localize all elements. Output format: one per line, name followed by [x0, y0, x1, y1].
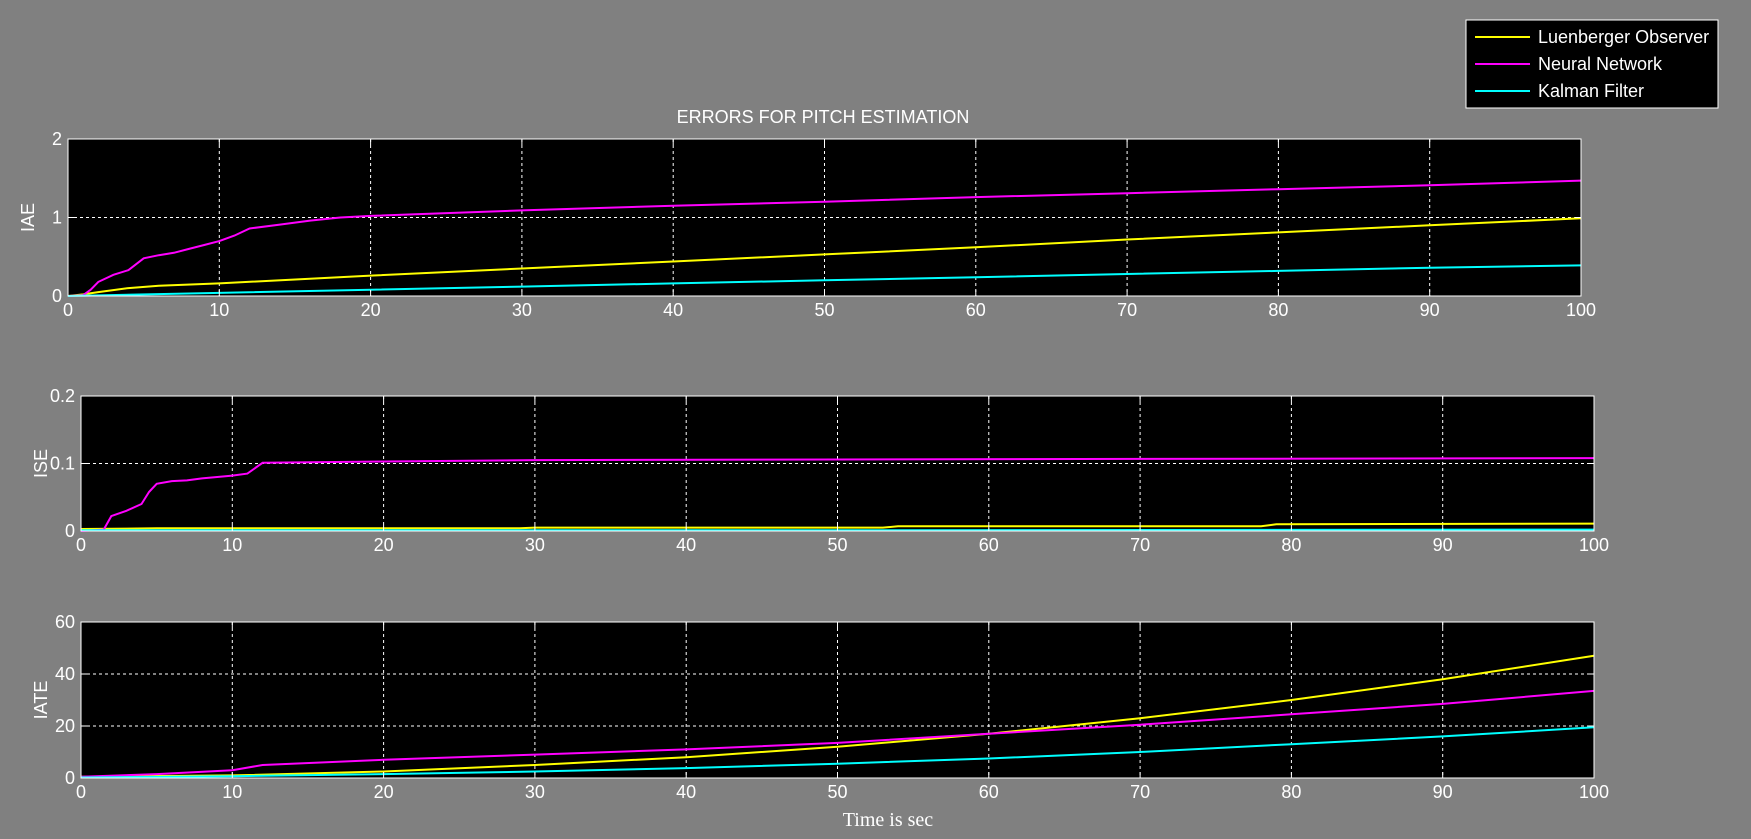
x-tick-label: 50: [827, 782, 847, 802]
x-tick-label: 0: [76, 782, 86, 802]
y-axis-label: IATE: [31, 681, 51, 720]
x-tick-label: 10: [209, 300, 229, 320]
series-line-luenberger-observer: [80, 654, 1595, 778]
x-tick-label: 80: [1281, 535, 1301, 555]
x-tick-label: 100: [1579, 535, 1609, 555]
series-line-neural-network: [80, 457, 1595, 532]
y-axis-label: ISE: [31, 449, 51, 478]
axes-iae: 0 10 20 30 40 50 60 70 80 90 100 0 1 2 IAE: [18, 129, 1596, 320]
series-line-kalman-filter: [80, 726, 1595, 779]
series-line-neural-network: [80, 689, 1595, 778]
y-tick-label: 2: [52, 129, 62, 149]
y-tick-label: 40: [55, 664, 75, 684]
legend-label-luenberger: Luenberger Observer: [1538, 27, 1709, 47]
y-tick-label: 0.1: [50, 454, 75, 474]
x-tick-label: 70: [1117, 300, 1137, 320]
x-tick-label: 0: [76, 535, 86, 555]
y-tick-label: 0: [65, 521, 75, 541]
axes-ise: 0 10 20 30 40 50 60 70 80 90 100 0 0.1 0.2 ISE: [31, 386, 1609, 555]
x-tick-label: 40: [676, 782, 696, 802]
x-tick-label: 90: [1433, 535, 1453, 555]
series-line-kalman-filter: [67, 264, 1582, 297]
y-tick-label: 0: [52, 286, 62, 306]
x-axis-label: Time is sec: [843, 809, 934, 831]
x-tick-label: 50: [827, 535, 847, 555]
x-tick-label: 80: [1268, 300, 1288, 320]
x-tick-label: 40: [676, 535, 696, 555]
x-tick-label: 10: [222, 782, 242, 802]
legend-label-neural: Neural Network: [1538, 54, 1663, 74]
x-tick-label: 60: [966, 300, 986, 320]
y-tick-label: 60: [55, 612, 75, 632]
x-tick-label: 30: [512, 300, 532, 320]
legend: Luenberger Observer Neural Network Kalma…: [1465, 19, 1719, 109]
x-tick-label: 70: [1130, 535, 1150, 555]
x-tick-label: 100: [1579, 782, 1609, 802]
y-tick-label: 0.2: [50, 386, 75, 406]
y-axis-label: IAE: [18, 203, 38, 232]
x-tick-label: 20: [374, 782, 394, 802]
x-tick-label: 100: [1566, 300, 1596, 320]
x-tick-label: 0: [63, 300, 73, 320]
x-tick-label: 40: [663, 300, 683, 320]
x-tick-label: 90: [1433, 782, 1453, 802]
x-tick-label: 90: [1420, 300, 1440, 320]
x-tick-label: 20: [361, 300, 381, 320]
chart-title: ERRORS FOR PITCH ESTIMATION: [677, 107, 970, 127]
x-tick-label: 30: [525, 782, 545, 802]
x-tick-label: 60: [979, 782, 999, 802]
x-tick-label: 20: [374, 535, 394, 555]
x-tick-label: 60: [979, 535, 999, 555]
x-tick-label: 70: [1130, 782, 1150, 802]
series-line-luenberger-observer: [67, 217, 1582, 297]
y-tick-label: 1: [52, 208, 62, 228]
series-line-neural-network: [67, 179, 1582, 297]
x-tick-label: 30: [525, 535, 545, 555]
legend-label-kalman: Kalman Filter: [1538, 81, 1644, 101]
y-tick-label: 0: [65, 768, 75, 788]
x-tick-label: 80: [1281, 782, 1301, 802]
x-tick-label: 10: [222, 535, 242, 555]
x-tick-label: 50: [814, 300, 834, 320]
y-tick-label: 20: [55, 716, 75, 736]
series-line-luenberger-observer: [80, 522, 1595, 530]
axes-iate: 0 10 20 30 40 50 60 70 80 90 100 0 20 40 60 IATE: [31, 612, 1609, 802]
